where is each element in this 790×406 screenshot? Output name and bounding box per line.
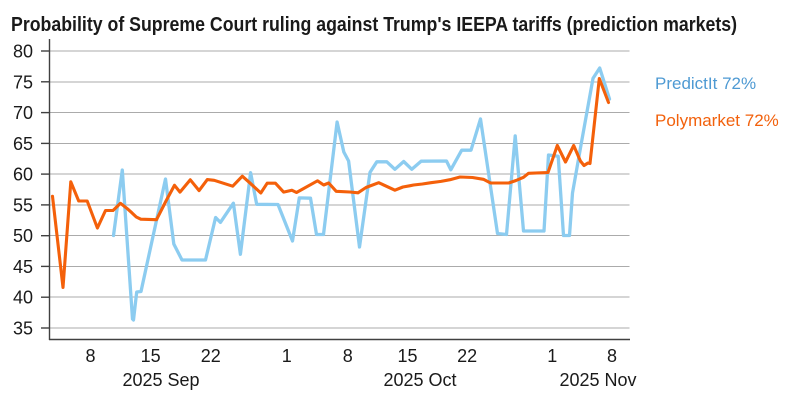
- svg-text:22: 22: [201, 346, 221, 366]
- svg-text:45: 45: [13, 257, 33, 277]
- svg-text:22: 22: [457, 346, 477, 366]
- svg-text:40: 40: [13, 288, 33, 308]
- svg-text:2025 Oct: 2025 Oct: [383, 370, 456, 390]
- svg-text:15: 15: [141, 346, 161, 366]
- svg-text:60: 60: [13, 165, 33, 185]
- svg-text:Probability of Supreme Court r: Probability of Supreme Court ruling agai…: [11, 14, 737, 36]
- svg-text:75: 75: [13, 72, 33, 92]
- svg-text:2025 Nov: 2025 Nov: [559, 370, 636, 390]
- svg-text:70: 70: [13, 103, 33, 123]
- svg-text:Polymarket 72%: Polymarket 72%: [655, 111, 779, 130]
- svg-text:PredictIt 72%: PredictIt 72%: [655, 74, 756, 93]
- svg-text:15: 15: [397, 346, 417, 366]
- svg-text:1: 1: [282, 346, 292, 366]
- svg-text:8: 8: [85, 346, 95, 366]
- svg-text:80: 80: [13, 42, 33, 62]
- svg-text:8: 8: [607, 346, 617, 366]
- svg-text:1: 1: [547, 346, 557, 366]
- svg-text:65: 65: [13, 134, 33, 154]
- svg-text:55: 55: [13, 195, 33, 215]
- svg-text:8: 8: [343, 346, 353, 366]
- svg-text:2025 Sep: 2025 Sep: [122, 370, 199, 390]
- svg-text:35: 35: [13, 319, 33, 339]
- svg-text:50: 50: [13, 226, 33, 246]
